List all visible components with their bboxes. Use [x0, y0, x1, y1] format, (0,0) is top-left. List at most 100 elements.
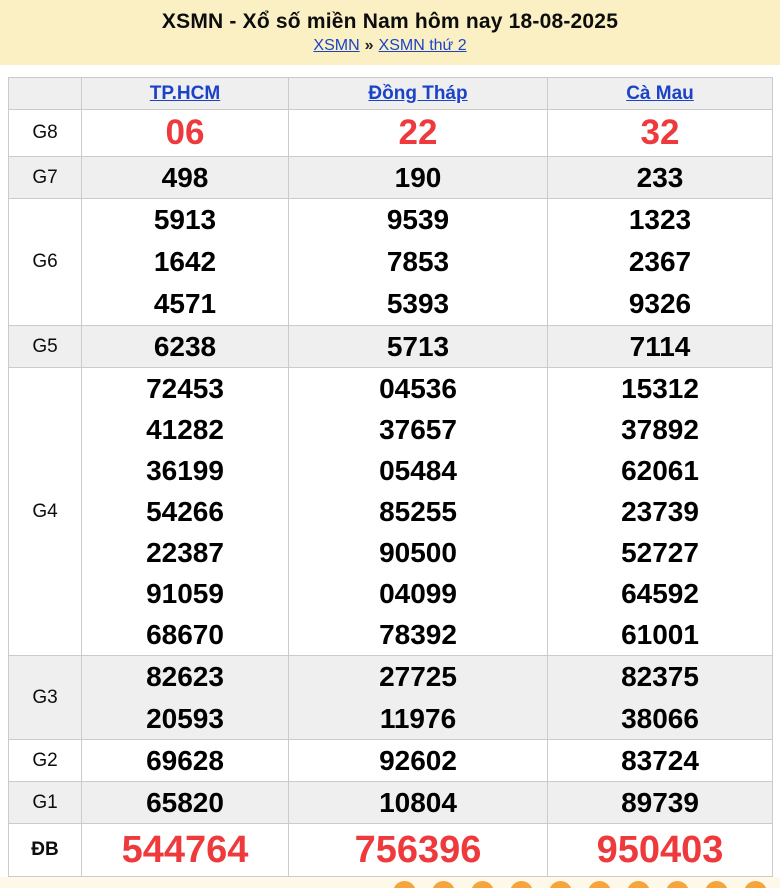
result-number: 2367: [628, 246, 692, 277]
result-number: 68670: [146, 619, 224, 650]
prize-row-g5: G5 6238 5713 7114: [8, 325, 773, 368]
result-cell: 6238: [81, 325, 289, 368]
result-cell: 92602: [288, 739, 548, 782]
result-cell: 82623 20593: [81, 655, 289, 740]
result-number: 64592: [621, 578, 699, 609]
result-number: 65820: [146, 787, 224, 818]
result-number: 54266: [146, 496, 224, 527]
result-number: 32: [640, 113, 680, 152]
lottery-ball-icon: [627, 881, 650, 888]
lottery-ball-icon: [510, 881, 533, 888]
result-number: 69628: [146, 745, 224, 776]
result-number: 37892: [621, 414, 699, 445]
prize-label-db: ĐB: [8, 823, 82, 877]
result-cell: 544764: [81, 823, 289, 877]
result-number: 04099: [379, 578, 457, 609]
result-number: 1323: [628, 204, 692, 235]
results-table: TP.HCM Đồng Tháp Cà Mau G8 06 22 32 G7 498 190 23…: [8, 77, 773, 877]
prize-label-g5: G5: [8, 325, 82, 368]
prize-row-g7: G7 498 190 233: [8, 156, 773, 199]
breadcrumb-link-xsmn-thu-2[interactable]: XSMN thứ 2: [378, 37, 467, 54]
result-number: 41282: [146, 414, 224, 445]
result-number: 83724: [621, 745, 699, 776]
result-cell: 5713: [288, 325, 548, 368]
lottery-ball-icon: [432, 881, 455, 888]
result-number: 61001: [621, 619, 699, 650]
result-number: 62061: [621, 455, 699, 486]
result-number: 82623: [146, 661, 224, 692]
result-number: 05484: [379, 455, 457, 486]
lottery-ball-icon: [549, 881, 572, 888]
result-number: 544764: [121, 829, 249, 871]
lottery-ball-icon: [705, 881, 728, 888]
prize-row-g6: G6 5913 1642 4571 9539 7853 5393 1323 2367 9326: [8, 198, 773, 326]
result-number: 498: [161, 162, 209, 193]
prize-label-g3: G3: [8, 655, 82, 740]
result-number: 1642: [153, 246, 217, 277]
prize-row-g8: G8 06 22 32: [8, 109, 773, 157]
prize-row-g4: G4 72453 41282 36199 54266 22387 91059 68670 045…: [8, 367, 773, 656]
prize-label-g4: G4: [8, 367, 82, 656]
result-cell: 756396: [288, 823, 548, 877]
result-number: 36199: [146, 455, 224, 486]
title-banner: XSMN - Xổ số miền Nam hôm nay 18-08-2025…: [0, 0, 780, 65]
result-number: 950403: [596, 829, 724, 871]
province-link-d-ng-th-p[interactable]: Đồng Tháp: [368, 82, 468, 104]
result-cell: 233: [547, 156, 773, 199]
result-number: 6238: [153, 331, 217, 362]
result-number: 72453: [146, 373, 224, 404]
result-number: 7114: [629, 331, 691, 362]
breadcrumb-link-xsmn[interactable]: XSMN: [313, 37, 360, 54]
lottery-ball-icon: [393, 881, 416, 888]
result-number: 22387: [146, 537, 224, 568]
province-column-header: TP.HCM: [81, 77, 289, 110]
province-column-header: Cà Mau: [547, 77, 773, 110]
result-cell: 190: [288, 156, 548, 199]
result-cell: 65820: [81, 781, 289, 824]
result-number: 9539: [386, 204, 450, 235]
breadcrumb: XSMN» XSMN thứ 2: [0, 37, 780, 55]
prize-row-g1: G1 65820 10804 89739: [8, 781, 773, 824]
footer-strip: [0, 877, 780, 888]
result-cell: 7114: [547, 325, 773, 368]
result-number: 10804: [379, 787, 457, 818]
result-number: 52727: [621, 537, 699, 568]
result-cell: 1323 2367 9326: [547, 198, 773, 326]
result-cell: 15312 37892 62061 23739 52727 64592 61001: [547, 367, 773, 656]
result-number: 5393: [386, 288, 450, 319]
province-link-tp-hcm[interactable]: TP.HCM: [149, 82, 221, 104]
column-header-row: TP.HCM Đồng Tháp Cà Mau: [8, 77, 773, 110]
result-number: 5913: [153, 204, 217, 235]
result-number: 5713: [386, 331, 450, 362]
breadcrumb-separator: »: [364, 37, 374, 54]
page-title: XSMN - Xổ số miền Nam hôm nay 18-08-2025: [161, 10, 619, 33]
prize-row-db: ĐB 544764 756396 950403: [8, 823, 773, 877]
result-cell: 5913 1642 4571: [81, 198, 289, 326]
result-cell: 83724: [547, 739, 773, 782]
result-number: 22: [398, 113, 438, 152]
result-number: 92602: [379, 745, 457, 776]
result-cell: 10804: [288, 781, 548, 824]
province-link-c-mau[interactable]: Cà Mau: [626, 82, 694, 104]
lottery-ball-icon: [471, 881, 494, 888]
result-cell: 950403: [547, 823, 773, 877]
prize-column-header: [8, 77, 82, 110]
result-number: 82375: [621, 661, 699, 692]
result-cell: 22: [288, 109, 548, 157]
result-number: 89739: [621, 787, 699, 818]
lottery-ball-icon: [588, 881, 611, 888]
prize-label-g6: G6: [8, 198, 82, 326]
prize-row-g3: G3 82623 20593 27725 11976 82375 38066: [8, 655, 773, 740]
result-number: 11976: [379, 702, 457, 734]
result-cell: 04536 37657 05484 85255 90500 04099 78392: [288, 367, 548, 656]
result-cell: 498: [81, 156, 289, 199]
result-cell: 82375 38066: [547, 655, 773, 740]
prize-row-g2: G2 69628 92602 83724: [8, 739, 773, 782]
result-number: 06: [165, 113, 205, 152]
result-number: 15312: [621, 373, 699, 404]
result-cell: 32: [547, 109, 773, 157]
province-column-header: Đồng Tháp: [288, 77, 548, 110]
result-cell: 72453 41282 36199 54266 22387 91059 68670: [81, 367, 289, 656]
result-number: 38066: [621, 702, 699, 734]
